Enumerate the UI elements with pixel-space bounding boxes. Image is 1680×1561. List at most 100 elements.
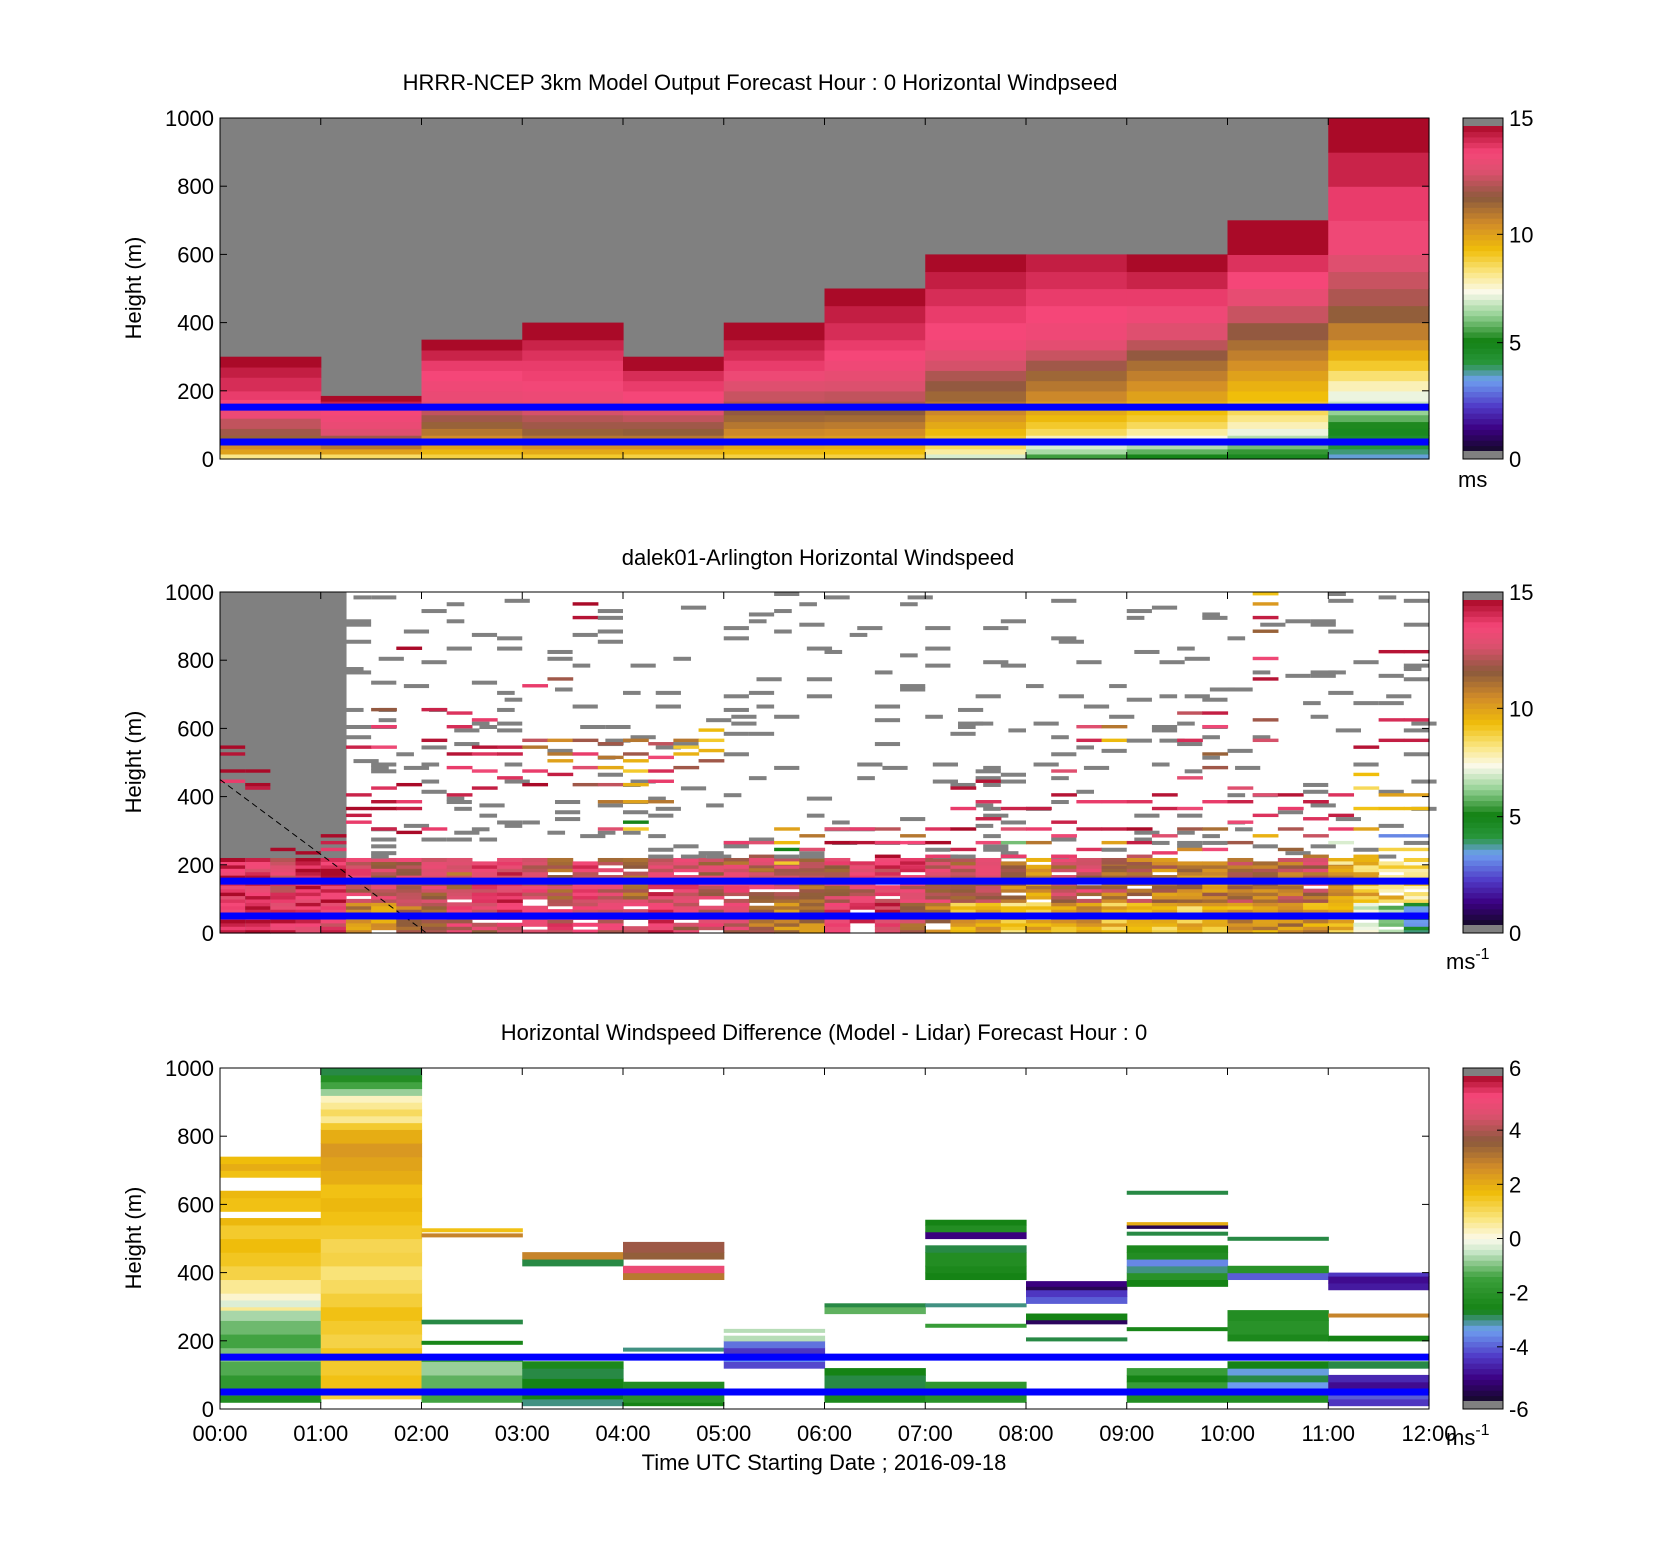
colorbar-tick-label: 15: [1509, 106, 1533, 131]
lidar-cell: [1353, 868, 1380, 873]
model-cell: [1126, 370, 1229, 382]
lidar-cell: [698, 759, 725, 763]
colorbar-swatch: [1463, 1178, 1503, 1185]
model-cell: [723, 407, 826, 416]
model-cell: [1227, 288, 1329, 307]
lidar-cell: [698, 857, 725, 862]
model-cell: [1026, 390, 1128, 402]
lidar-cell: [698, 875, 725, 880]
lidar-cell: [396, 646, 423, 650]
lidar-cell: [1126, 926, 1153, 931]
lidar-missing-cell: [832, 820, 850, 825]
difference-cell: [320, 1143, 423, 1158]
lidar-cell: [1026, 875, 1052, 880]
lidar-cell: [1202, 898, 1229, 903]
lidar-missing-cell: [655, 704, 681, 709]
colorbar-swatch: [1463, 434, 1503, 441]
model-cell: [1126, 349, 1229, 361]
lidar-missing-cell: [1076, 660, 1102, 665]
lidar-missing-cell: [378, 656, 404, 661]
lidar-cell: [1202, 895, 1229, 900]
lidar-cell: [471, 885, 498, 890]
lidar-cell: [1000, 864, 1027, 869]
lidar-cell: [874, 909, 901, 914]
colorbar-tick-label: -4: [1509, 1335, 1529, 1360]
lidar-cell: [975, 857, 1002, 862]
difference-cell: [320, 1170, 423, 1185]
lidar-cell: [446, 793, 473, 797]
lidar-cell: [1101, 840, 1128, 845]
difference-cell: [421, 1228, 523, 1233]
lidar-cell: [1026, 922, 1052, 927]
lidar-cell: [1378, 718, 1405, 722]
lidar-cell: [1202, 752, 1229, 756]
lidar-missing-cell: [1328, 690, 1354, 695]
lidar-missing-cell: [597, 609, 623, 614]
lidar-cell: [371, 707, 397, 712]
lidar-cell: [824, 922, 851, 927]
lidar-cell: [371, 745, 397, 749]
lidar-missing-cell: [446, 796, 465, 801]
difference-cell: [824, 1306, 926, 1315]
colorbar-unit-exponent: -1: [1475, 946, 1489, 963]
lidar-cell: [421, 922, 448, 927]
lidar-cell: [572, 902, 599, 907]
lidar-cell: [1328, 840, 1355, 845]
lidar-cell: [824, 898, 851, 903]
colorbar-swatch: [1463, 315, 1503, 322]
lidar-missing-cell: [471, 827, 490, 832]
y-tick-label: 600: [177, 716, 214, 741]
lidar-cell: [1026, 827, 1052, 831]
difference-cell: [824, 1303, 926, 1308]
lidar-cell: [1252, 861, 1279, 866]
lidar-cell: [446, 861, 473, 866]
lidar-cell: [320, 888, 347, 893]
difference-cell: [1328, 1272, 1430, 1277]
lidar-cell: [723, 892, 750, 897]
lidar-cell: [900, 929, 926, 934]
lidar-cell: [1403, 793, 1430, 797]
lidar-missing-cell: [932, 762, 958, 767]
lidar-cell: [900, 922, 926, 927]
lidar-missing-cell: [1051, 776, 1069, 781]
lidar-missing-cell: [975, 769, 1001, 774]
lidar-cell: [1227, 929, 1254, 934]
lidar-cell: [1076, 724, 1103, 729]
lidar-cell: [1076, 919, 1103, 924]
lidar-cell: [1252, 834, 1279, 838]
lidar-cell: [1277, 827, 1304, 831]
lidar-cell: [446, 875, 473, 880]
model-cell: [320, 428, 423, 436]
lidar-cell: [421, 738, 448, 743]
panel-difference-reference-lines: [220, 1353, 1429, 1396]
lidar-cell: [497, 898, 523, 903]
lidar-cell: [295, 868, 322, 873]
lidar-missing-cell: [471, 721, 490, 726]
lidar-cell: [1076, 800, 1103, 804]
lidar-cell: [748, 922, 775, 927]
lidar-cell: [295, 885, 322, 890]
lidar-missing-cell: [1051, 800, 1069, 805]
lidar-missing-cell: [1303, 782, 1329, 787]
difference-cell: [220, 1395, 322, 1403]
lidar-cell: [723, 909, 750, 914]
lidar-missing-cell: [1310, 714, 1329, 719]
lidar-cell: [774, 905, 800, 910]
lidar-cell: [874, 868, 901, 873]
colorbar-swatch: [1463, 1162, 1503, 1169]
panel-lidar-ylabel: Height (m): [121, 711, 146, 814]
colorbar-swatch: [1463, 1384, 1503, 1391]
lidar-cell: [648, 779, 674, 783]
lidar-cell: [497, 909, 523, 914]
lidar-missing-cell: [1310, 673, 1336, 678]
difference-cell: [220, 1238, 322, 1253]
lidar-cell: [396, 885, 423, 890]
lidar-cell: [1227, 875, 1254, 880]
colorbar-swatch: [1463, 876, 1503, 883]
lidar-cell: [1277, 793, 1304, 797]
lidar-missing-cell: [421, 762, 440, 767]
lidar-cell: [522, 909, 549, 914]
colorbar-swatch: [1463, 261, 1503, 268]
lidar-cell: [245, 888, 271, 893]
lidar-missing-cell: [1403, 728, 1429, 733]
